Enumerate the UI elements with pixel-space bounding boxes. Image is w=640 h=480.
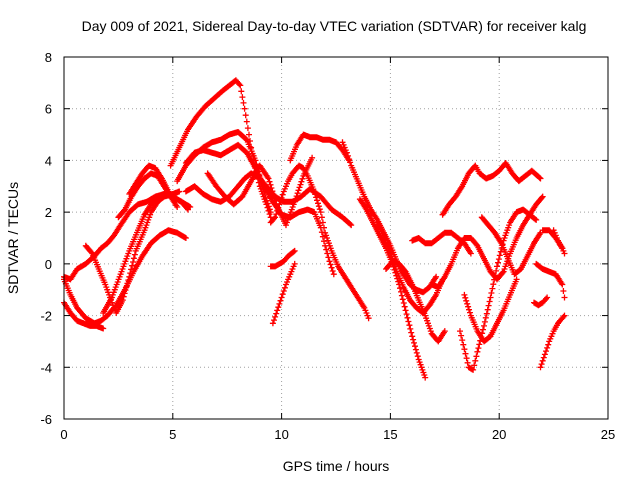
plus-markers: [550, 227, 568, 257]
y-tick-label: -6: [40, 412, 52, 427]
plus-markers: [383, 258, 448, 345]
x-axis-label: GPS time / hours: [283, 458, 390, 474]
plus-markers: [461, 276, 520, 345]
series-26: [531, 294, 551, 309]
plus-markers: [182, 141, 337, 278]
series-28: [537, 312, 568, 371]
series-15: [269, 260, 298, 327]
plus-markers: [61, 227, 189, 327]
x-tick-label: 5: [169, 427, 176, 442]
series-10: [182, 141, 337, 278]
series-1: [61, 227, 189, 327]
grid: [64, 57, 608, 419]
series-6: [126, 162, 172, 197]
plus-markers: [478, 214, 544, 278]
series-16: [339, 139, 440, 296]
plus-markers: [269, 260, 298, 327]
series-12: [267, 162, 372, 322]
y-tick-label: 6: [45, 102, 52, 117]
plot-frame: [63, 56, 609, 420]
x-tick-label: 25: [601, 427, 615, 442]
series-14: [267, 247, 298, 270]
series-24: [461, 276, 520, 345]
series-20: [409, 229, 474, 257]
x-tick-label: 15: [383, 427, 397, 442]
series-30: [550, 227, 568, 257]
plus-markers: [339, 139, 440, 296]
series-13: [287, 131, 353, 164]
x-tick-label: 20: [492, 427, 506, 442]
plus-markers: [409, 229, 474, 257]
plus-markers: [267, 162, 372, 322]
plus-markers: [126, 162, 172, 197]
plus-markers: [267, 247, 298, 270]
chart-title: Day 009 of 2021, Sidereal Day-to-day VTE…: [82, 18, 587, 34]
plus-markers: [439, 160, 544, 218]
plus-markers: [287, 131, 353, 164]
series-25: [478, 214, 544, 278]
y-tick-labels: -6 -4 -2 0 2 4 6 8: [40, 50, 52, 427]
x-tick-label: 10: [274, 427, 288, 442]
series-23: [457, 206, 540, 373]
series-27: [533, 260, 568, 301]
plus-markers: [537, 312, 568, 371]
y-tick-label: -2: [40, 309, 52, 324]
y-tick-label: -4: [40, 360, 52, 375]
plus-markers: [533, 260, 568, 301]
series-22: [439, 160, 544, 218]
x-tick-label: 0: [60, 427, 67, 442]
series-19: [383, 258, 448, 345]
y-tick-label: 0: [45, 257, 52, 272]
y-axis-label: SDTVAR / TECUs: [5, 182, 21, 294]
y-tick-label: 8: [45, 50, 52, 65]
axis-ticks: [63, 56, 609, 420]
plus-markers: [457, 206, 540, 373]
y-tick-label: 4: [45, 153, 52, 168]
x-tick-labels: 0 5 10 15 20 25: [60, 427, 615, 442]
y-tick-label: 2: [45, 205, 52, 220]
plus-markers: [531, 294, 551, 309]
data-points: [61, 77, 568, 381]
